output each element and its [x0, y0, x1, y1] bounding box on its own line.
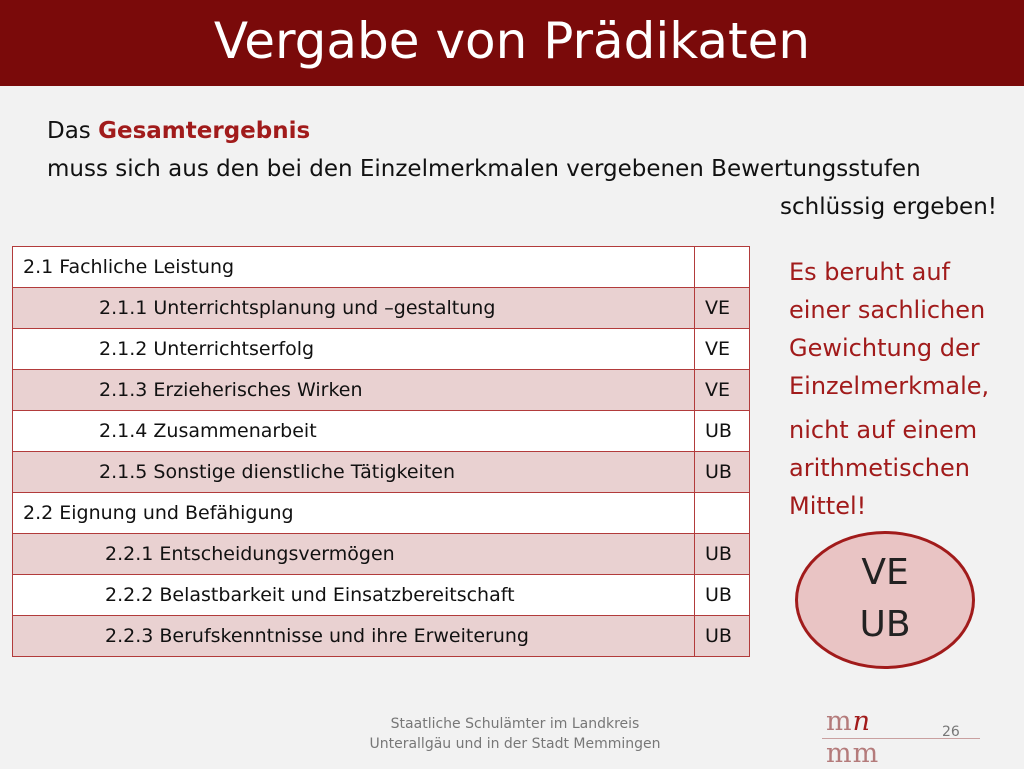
page-number: 26: [942, 724, 960, 740]
oval-line-2: UB: [859, 604, 911, 645]
row-grade: UB: [694, 410, 750, 452]
logo-top-m: m: [826, 706, 853, 737]
table-row: 2.1.1 Unterrichtsplanung und –gestaltung…: [12, 287, 750, 329]
row-label: 2.2.2 Belastbarkeit und Einsatzbereitsch…: [12, 574, 695, 616]
intro-text: Das Gesamtergebnis muss sich aus den bei…: [47, 112, 997, 226]
note-line: Es beruht auf: [789, 258, 950, 286]
note-line: einer sachlichen: [789, 296, 986, 324]
note-line: Einzelmerkmale,: [789, 372, 990, 400]
table-row: 2.2.2 Belastbarkeit und Einsatzbereitsch…: [12, 574, 750, 616]
row-label: 2.1.2 Unterrichtserfolg: [12, 328, 695, 370]
table-row: 2.1.3 Erzieherisches Wirken VE: [12, 369, 750, 411]
intro-line-2: muss sich aus den bei den Einzelmerkmale…: [47, 156, 921, 182]
table-row: 2.2.1 Entscheidungsvermögen UB: [12, 533, 750, 575]
note-paragraph-1: Es beruht auf einer sachlichen Gewichtun…: [789, 253, 1009, 405]
row-grade: UB: [694, 574, 750, 616]
row-grade: VE: [694, 287, 750, 329]
logo-bottom: mm: [826, 738, 880, 769]
table-row: 2.2.3 Berufskenntnisse und ihre Erweiter…: [12, 615, 750, 657]
row-label: 2.1 Fachliche Leistung: [12, 246, 695, 288]
logo-divider: [822, 738, 980, 739]
intro-prefix: Das: [47, 118, 99, 144]
intro-line-3: schlüssig ergeben!: [780, 194, 997, 220]
table-row: 2.1.2 Unterrichtserfolg VE: [12, 328, 750, 370]
logo-top-n: n: [852, 706, 871, 737]
row-label: 2.1.1 Unterrichtsplanung und –gestaltung: [12, 287, 695, 329]
intro-highlight: Gesamtergebnis: [98, 118, 311, 144]
footer-line-1: Staatliche Schulämter im Landkreis: [390, 716, 640, 732]
row-grade: [694, 492, 750, 534]
row-grade: UB: [694, 451, 750, 493]
row-label: 2.1.4 Zusammenarbeit: [12, 410, 695, 452]
note-line: nicht auf einem: [789, 416, 978, 444]
school-logo: mn mm: [826, 708, 880, 769]
footer-line-2: Unterallgäu und in der Stadt Memmingen: [369, 736, 661, 752]
table-row: 2.1.4 Zusammenarbeit UB: [12, 410, 750, 452]
row-label: 2.2.1 Entscheidungsvermögen: [12, 533, 695, 575]
note-line: Gewichtung der: [789, 334, 980, 362]
result-oval: VE UB: [795, 531, 975, 669]
row-label: 2.1.3 Erzieherisches Wirken: [12, 369, 695, 411]
row-grade: VE: [694, 328, 750, 370]
table-row: 2.1.5 Sonstige dienstliche Tätigkeiten U…: [12, 451, 750, 493]
table-row: 2.2 Eignung und Befähigung: [12, 492, 750, 534]
title-bar: Vergabe von Prädikaten: [0, 0, 1024, 86]
row-label: 2.2.3 Berufskenntnisse und ihre Erweiter…: [12, 615, 695, 657]
note-line: arithmetischen: [789, 454, 970, 482]
row-grade: UB: [694, 615, 750, 657]
row-grade: UB: [694, 533, 750, 575]
oval-line-1: VE: [861, 552, 909, 593]
criteria-table: 2.1 Fachliche Leistung 2.1.1 Unterrichts…: [12, 246, 750, 657]
slide-title: Vergabe von Prädikaten: [213, 12, 811, 70]
row-label: 2.1.5 Sonstige dienstliche Tätigkeiten: [12, 451, 695, 493]
note-paragraph-2: nicht auf einem arithmetischen Mittel!: [789, 411, 1009, 525]
row-grade: [694, 246, 750, 288]
note-line: Mittel!: [789, 492, 867, 520]
row-label: 2.2 Eignung und Befähigung: [12, 492, 695, 534]
row-grade: VE: [694, 369, 750, 411]
footer-text: Staatliche Schulämter im Landkreis Unter…: [350, 714, 680, 754]
table-row: 2.1 Fachliche Leistung: [12, 246, 750, 288]
